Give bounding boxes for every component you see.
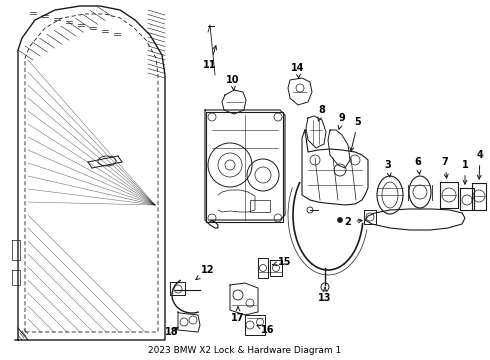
Text: 17: 17 [231, 307, 245, 323]
Text: 9: 9 [338, 113, 345, 129]
Text: 5: 5 [350, 117, 361, 151]
Text: 11: 11 [203, 46, 217, 70]
Text: 8: 8 [318, 105, 325, 121]
Text: 13: 13 [318, 287, 332, 303]
Circle shape [338, 217, 343, 222]
Text: 3: 3 [385, 160, 392, 177]
Bar [250, 200, 270, 212]
Text: 14: 14 [291, 63, 305, 78]
Text: 15: 15 [272, 257, 292, 267]
Text: 10: 10 [226, 75, 240, 91]
Text: 18: 18 [165, 327, 179, 337]
Text: 12: 12 [196, 265, 215, 280]
Text: 7: 7 [441, 157, 448, 178]
Text: 16: 16 [257, 325, 275, 335]
Text: 2: 2 [344, 217, 362, 227]
Text: 4: 4 [477, 150, 483, 179]
Text: 6: 6 [415, 157, 421, 174]
Text: 1: 1 [462, 160, 468, 184]
Text: 2023 BMW X2 Lock & Hardware Diagram 1: 2023 BMW X2 Lock & Hardware Diagram 1 [148, 346, 342, 355]
